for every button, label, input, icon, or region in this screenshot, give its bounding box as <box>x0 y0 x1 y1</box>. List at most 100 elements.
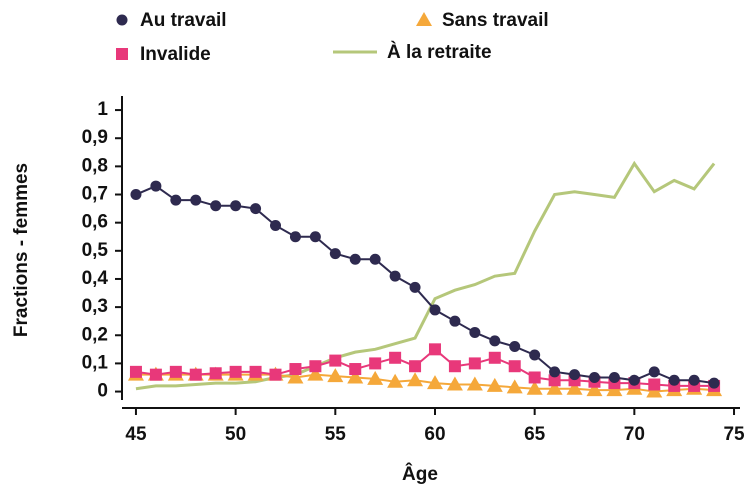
point <box>329 354 342 367</box>
x-tick-label: 50 <box>225 424 246 445</box>
y-tick-label: 0,4 <box>82 268 109 289</box>
point <box>468 357 481 370</box>
y-axis-label: Fractions - femmes <box>11 163 32 337</box>
point <box>409 360 422 373</box>
legend-marker <box>416 12 432 26</box>
point <box>347 369 364 384</box>
point <box>688 374 700 386</box>
y-tick-label: 1 <box>97 99 108 120</box>
x-tick-label: 75 <box>723 424 745 445</box>
series-line <box>135 184 715 385</box>
point <box>369 357 382 370</box>
legend-label: Au travail <box>140 10 227 31</box>
y-tick-label: 0,3 <box>82 296 108 317</box>
point <box>389 351 402 364</box>
point <box>210 200 222 212</box>
point <box>646 383 663 398</box>
x-tick-label: 45 <box>125 424 147 445</box>
point <box>169 365 182 378</box>
point <box>426 375 443 390</box>
x-tick-label: 60 <box>424 424 445 445</box>
y-tick-label: 0,8 <box>82 155 108 176</box>
legend-label: À la retraite <box>387 41 492 63</box>
point <box>569 369 581 381</box>
y-tick-label: 0,1 <box>82 352 109 373</box>
point <box>508 360 521 373</box>
legend-label: Sans travail <box>442 10 549 31</box>
point <box>327 368 344 383</box>
point <box>289 363 302 376</box>
point <box>566 380 583 395</box>
point <box>250 203 262 215</box>
point <box>269 368 282 381</box>
y-tick-label: 0,6 <box>82 212 108 233</box>
point <box>448 360 461 373</box>
point <box>469 326 481 338</box>
point <box>149 368 162 381</box>
point <box>170 194 182 206</box>
point <box>708 377 720 389</box>
point <box>349 253 361 265</box>
point <box>588 371 600 383</box>
point <box>150 180 162 192</box>
point <box>586 382 603 397</box>
point <box>190 194 202 206</box>
point <box>526 380 543 395</box>
point <box>249 365 262 378</box>
point <box>129 365 142 378</box>
point <box>648 366 660 378</box>
point <box>628 374 640 386</box>
point <box>449 315 461 327</box>
point <box>608 371 620 383</box>
point <box>289 231 301 243</box>
point <box>668 374 680 386</box>
point <box>329 248 341 260</box>
point <box>548 374 561 387</box>
point <box>130 189 142 201</box>
point <box>230 200 242 212</box>
point <box>488 351 501 364</box>
series-line <box>135 160 716 391</box>
x-axis-label: Âge <box>402 463 438 485</box>
point <box>287 369 304 384</box>
y-tick-label: 0,2 <box>82 324 108 345</box>
point <box>189 368 202 381</box>
point <box>506 379 523 394</box>
point <box>209 367 222 380</box>
point <box>546 380 563 395</box>
x-tick-label: 70 <box>624 424 645 445</box>
legend-label: Invalide <box>140 44 211 65</box>
point <box>309 360 322 373</box>
point <box>446 376 463 391</box>
point <box>486 377 503 392</box>
point <box>270 219 282 231</box>
point <box>428 343 441 356</box>
point <box>309 231 321 243</box>
y-tick-label: 0,5 <box>82 240 109 261</box>
point <box>549 366 561 378</box>
point <box>509 341 521 353</box>
point <box>387 373 404 388</box>
point <box>529 349 541 361</box>
y-tick-label: 0,9 <box>82 127 108 148</box>
point <box>307 366 324 381</box>
point <box>528 371 541 384</box>
legend-marker <box>116 48 128 60</box>
y-tick-label: 0 <box>97 381 108 402</box>
legend-marker <box>116 14 128 26</box>
point <box>489 335 501 347</box>
point <box>409 281 421 293</box>
point <box>466 376 483 391</box>
point <box>369 253 381 265</box>
x-tick-label: 65 <box>524 424 546 445</box>
point <box>648 378 661 391</box>
point <box>407 372 424 387</box>
x-tick-label: 55 <box>325 424 347 445</box>
point <box>349 363 362 376</box>
point <box>429 304 441 316</box>
point <box>606 382 623 397</box>
point <box>389 270 401 282</box>
y-tick-label: 0,7 <box>82 184 108 205</box>
point <box>367 370 384 385</box>
